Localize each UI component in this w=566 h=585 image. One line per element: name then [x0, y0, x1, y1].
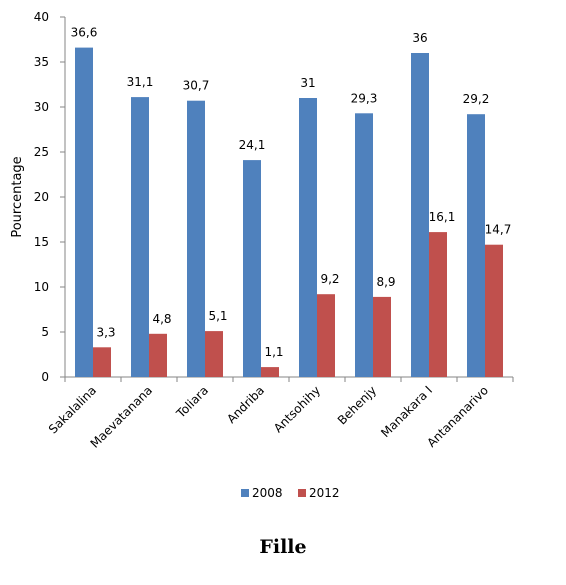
- data-label: 1,1: [264, 345, 283, 359]
- y-tick-label: 10: [34, 280, 49, 294]
- bar-2012-antananarivo: [485, 244, 503, 377]
- bar-2008-antsohihy: [299, 98, 317, 377]
- data-label: 24,1: [239, 138, 266, 152]
- y-tick-label: 5: [41, 325, 49, 339]
- data-label: 3,3: [96, 325, 115, 339]
- bar-2008-manakara-i: [411, 53, 429, 377]
- bar-2012-behenjy: [373, 296, 391, 377]
- data-label: 16,1: [429, 210, 456, 224]
- data-label: 36: [412, 31, 427, 45]
- x-tick-label: Antsohihy: [271, 383, 323, 435]
- bar-2012-sakalalina: [93, 347, 111, 377]
- data-label: 5,1: [208, 309, 227, 323]
- y-tick-label: 25: [34, 145, 49, 159]
- y-axis-title: Pourcentage: [10, 156, 25, 237]
- legend-swatch: [298, 489, 306, 497]
- y-tick-label: 35: [34, 55, 49, 69]
- data-label: 8,9: [376, 275, 395, 289]
- legend-label: 2012: [309, 486, 340, 500]
- chart-caption: Fille: [259, 536, 307, 558]
- bar-2008-toliara: [187, 100, 205, 377]
- bar-2008-antananarivo: [467, 114, 485, 377]
- x-tick-label: Sakalalina: [46, 383, 99, 436]
- data-label: 31: [300, 76, 315, 90]
- data-label: 29,3: [351, 91, 378, 105]
- bar-2008-maevatanana: [131, 97, 149, 377]
- y-tick-label: 15: [34, 235, 49, 249]
- bar-2012-andriba: [261, 367, 279, 377]
- bar-2012-toliara: [205, 331, 223, 377]
- y-tick-label: 0: [41, 370, 49, 384]
- y-tick-label: 30: [34, 100, 49, 114]
- data-labels: 36,6 3,3 31,1 4,8 30,7 5,1 24,1 1,1 31 9,2 29,3 8,9…: [71, 26, 512, 360]
- x-tick-label: Toliara: [173, 383, 211, 421]
- x-tick-label: Manakara I: [378, 383, 435, 440]
- bars: [75, 47, 503, 378]
- legend: 2008 2012: [241, 486, 340, 500]
- data-label: 4,8: [152, 312, 171, 326]
- x-tick-label: Behenjy: [335, 383, 379, 427]
- bar-2012-maevatanana: [149, 333, 167, 377]
- y-tick-label: 20: [34, 190, 49, 204]
- bar-2012-antsohihy: [317, 294, 335, 377]
- data-label: 9,2: [320, 272, 339, 286]
- bar-2008-sakalalina: [75, 47, 93, 377]
- bar-2008-behenjy: [355, 113, 373, 378]
- bar-2008-andriba: [243, 160, 261, 377]
- legend-label: 2008: [252, 486, 283, 500]
- data-label: 30,7: [183, 79, 210, 93]
- y-tick-label: 40: [34, 10, 49, 24]
- y-axis: 0 5 10 15 20 25 30 35 40: [34, 10, 66, 384]
- bar-2012-manakara-i: [429, 232, 447, 377]
- data-label: 14,7: [485, 223, 512, 237]
- data-label: 31,1: [127, 75, 154, 89]
- data-label: 29,2: [463, 92, 490, 106]
- data-label: 36,6: [71, 26, 98, 40]
- legend-swatch: [241, 489, 249, 497]
- x-tick-label: Andriba: [224, 383, 267, 426]
